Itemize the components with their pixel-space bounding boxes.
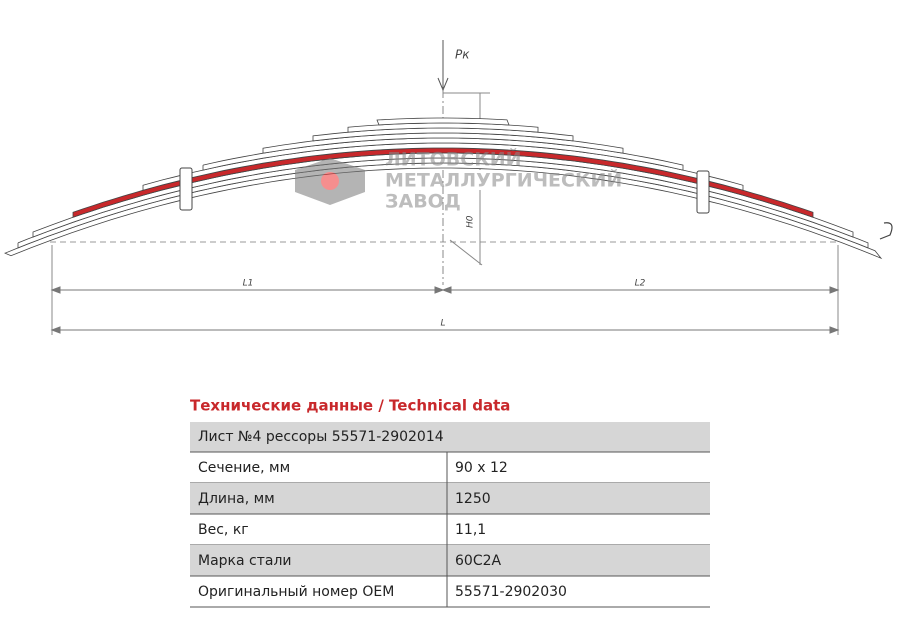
table-cell: Марка стали xyxy=(198,553,292,569)
data-table: Технические данные / Technical data Лист… xyxy=(190,397,710,608)
eye xyxy=(879,222,893,240)
table-cell: 1250 xyxy=(455,491,491,507)
logo-dot xyxy=(321,172,339,190)
row-bg xyxy=(190,483,710,514)
spring-drawing: Pк H H0 L1 L2 L xyxy=(4,40,893,335)
header-row xyxy=(190,422,710,452)
table-title: Технические данные / Technical data xyxy=(190,397,510,415)
row-bg xyxy=(190,545,710,576)
table-header: Лист №4 рессоры 55571-2902014 xyxy=(198,429,444,445)
watermark-line: ЗАВОД xyxy=(385,191,461,213)
h0-label: H0 xyxy=(466,215,476,228)
force-arrow xyxy=(437,40,449,92)
table-cell: Длина, мм xyxy=(198,491,275,507)
watermark-line: ЛИТОВСКИЙ xyxy=(385,148,522,171)
clamp xyxy=(696,170,710,214)
table-cell: 60С2А xyxy=(455,553,501,569)
l1-label: L1 xyxy=(243,279,254,289)
l2-label: L2 xyxy=(635,279,646,289)
table-cell: 11,1 xyxy=(455,522,486,538)
l-label: L xyxy=(440,319,445,329)
table-cell: Сечение, мм xyxy=(198,460,290,476)
watermark: ЛИТОВСКИЙ МЕТАЛЛУРГИЧЕСКИЙ ЗАВОД xyxy=(295,148,622,213)
table-cell: Оригинальный номер OEM xyxy=(198,584,394,600)
table-cell: 90 x 12 xyxy=(455,460,508,476)
dimension-lines xyxy=(50,286,840,334)
leaf xyxy=(376,117,510,126)
force-label: Pк xyxy=(455,48,470,62)
leader xyxy=(449,239,483,266)
table-cell: Вес, кг xyxy=(198,522,249,538)
clamp xyxy=(179,167,193,211)
watermark-line: МЕТАЛЛУРГИЧЕСКИЙ xyxy=(385,169,622,192)
table-cell: 55571-2902030 xyxy=(455,584,567,600)
